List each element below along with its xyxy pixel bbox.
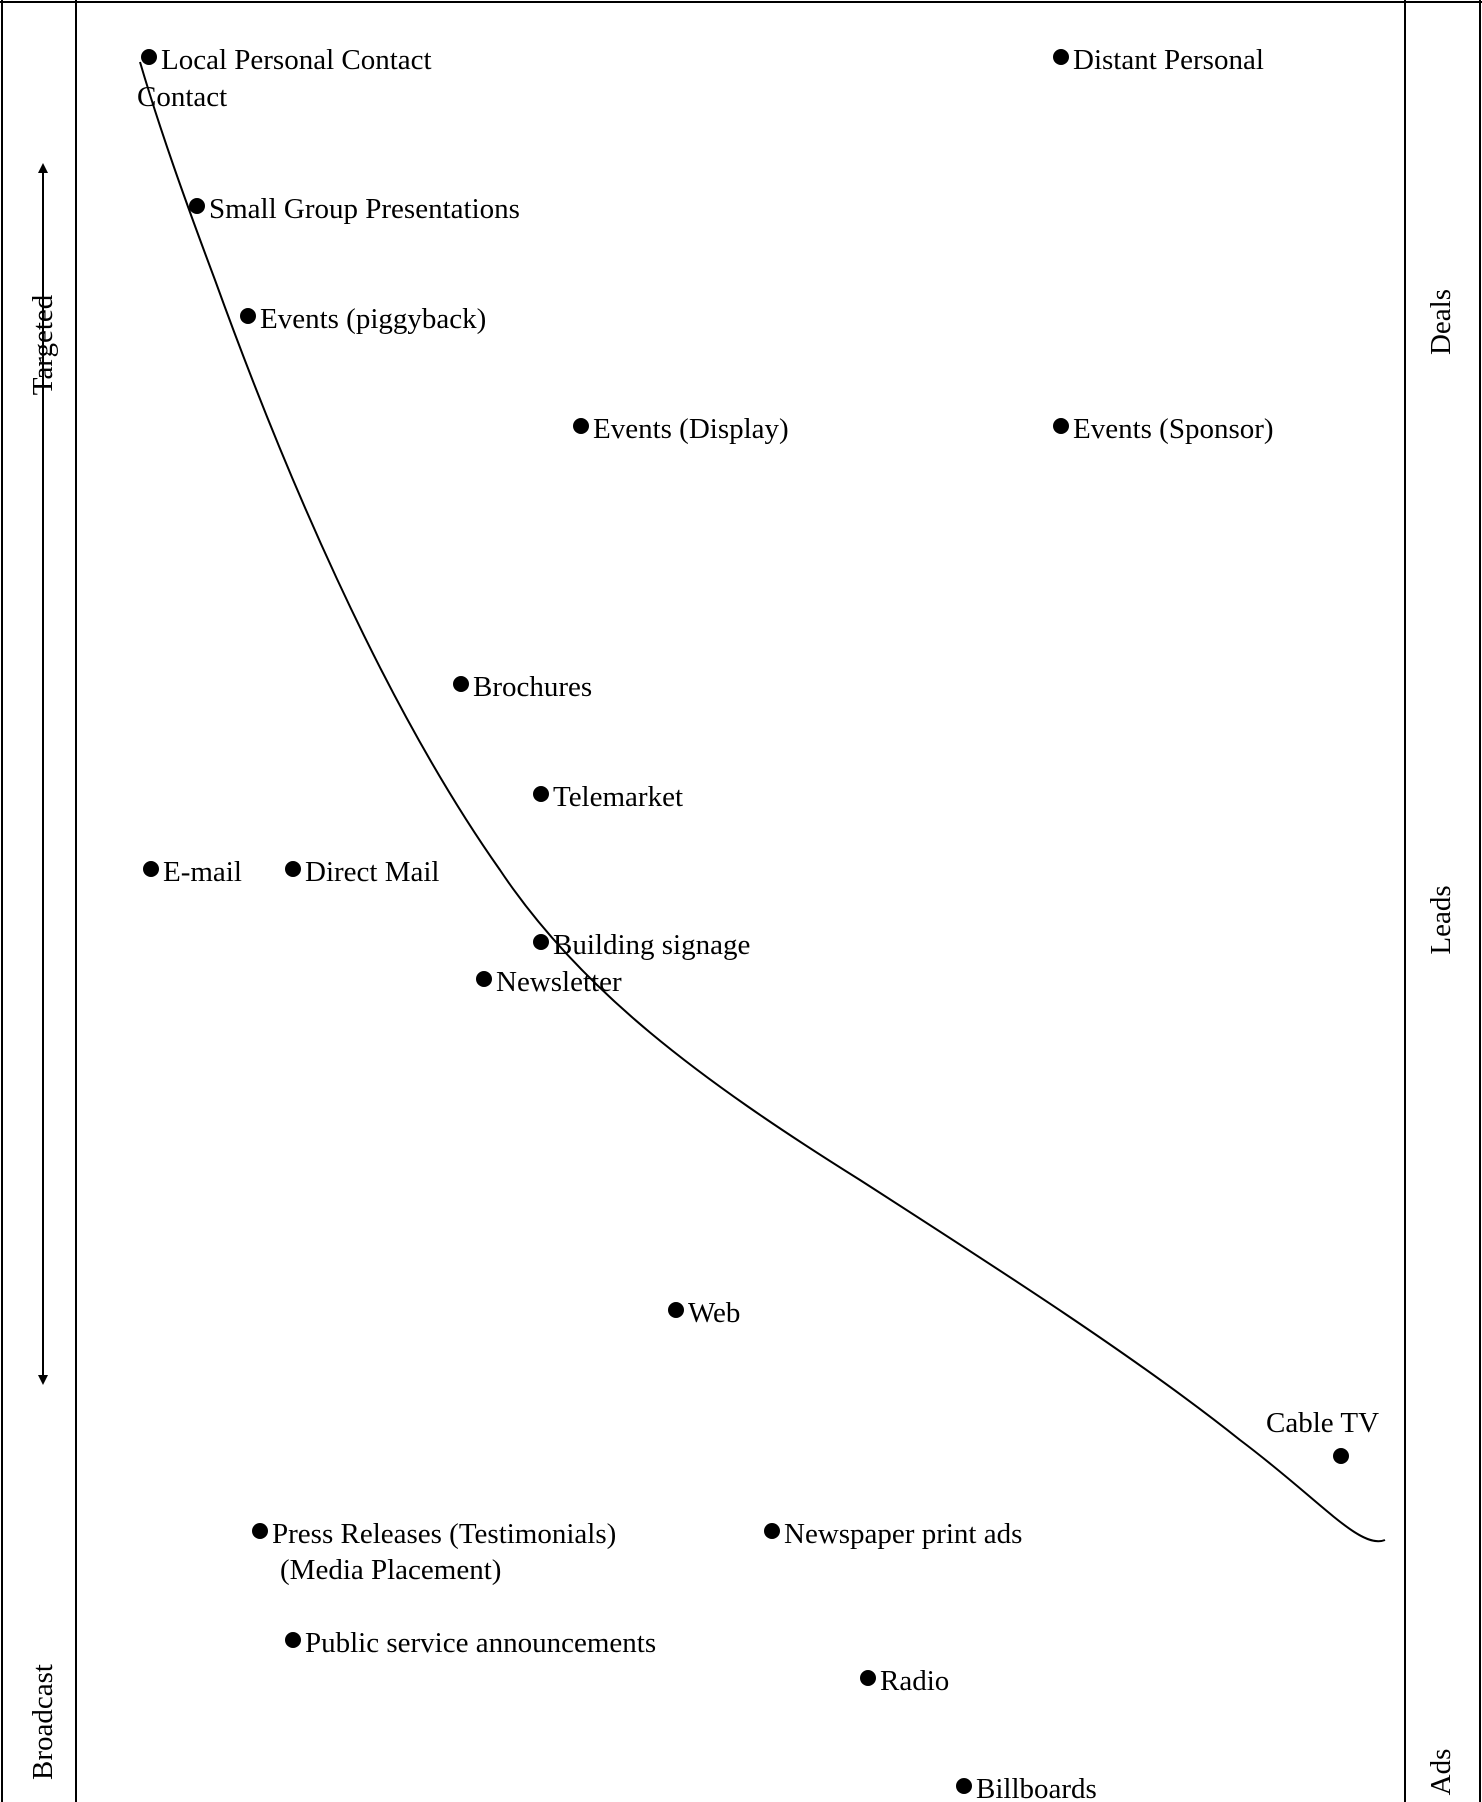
channel-label-cable-tv: Cable TV bbox=[1266, 1407, 1379, 1439]
channel-label-press-releases: Press Releases (Testimonials) bbox=[272, 1518, 616, 1550]
channel-dot-newsletter bbox=[476, 971, 492, 987]
channel-dot-press-releases bbox=[252, 1523, 268, 1539]
channel-item-events-piggyback: Events (piggyback) bbox=[240, 303, 486, 335]
channel-item-local-personal-contact: Local Personal Contact Contact bbox=[137, 44, 432, 113]
channel-label-newsletter: Newsletter bbox=[496, 966, 622, 998]
channel-item-direct-mail: Direct Mail bbox=[285, 856, 439, 888]
channel-dot-telemarket bbox=[533, 786, 549, 802]
channel-label-events-piggyback: Events (piggyback) bbox=[260, 303, 486, 335]
right-axis-label-leads: Leads bbox=[1425, 885, 1457, 954]
channel-item-web: Web bbox=[668, 1297, 740, 1329]
channel-item-billboards: Billboards bbox=[956, 1773, 1097, 1802]
channel-label-distant-personal: Distant Personal bbox=[1073, 44, 1264, 76]
channel-dot-events-display bbox=[573, 418, 589, 434]
channel-dot-public-service-announcements bbox=[285, 1632, 301, 1648]
channel-dot-cable-tv bbox=[1333, 1448, 1349, 1464]
channel-item-radio: Radio bbox=[860, 1665, 949, 1697]
channel-label-small-group-presentations: Small Group Presentations bbox=[209, 193, 520, 225]
channel-item-e-mail: E-mail bbox=[143, 856, 242, 888]
channel-label-brochures: Brochures bbox=[473, 671, 592, 703]
channel-label-local-personal-contact-line-2: Contact bbox=[137, 81, 227, 113]
channel-label-newspaper-print-ads: Newspaper print ads bbox=[784, 1518, 1022, 1550]
channel-label-radio: Radio bbox=[880, 1665, 949, 1697]
channel-label-public-service-announcements: Public service announcements bbox=[305, 1627, 656, 1659]
channel-label-building-signage: Building signage bbox=[553, 929, 750, 961]
channel-item-press-releases: Press Releases (Testimonials) (Media Plac… bbox=[252, 1518, 616, 1586]
channel-items: Local Personal Contact Contact Distant Per… bbox=[137, 44, 1379, 1802]
channel-dot-web bbox=[668, 1302, 684, 1318]
channel-dot-small-group-presentations bbox=[189, 198, 205, 214]
channel-item-newsletter: Newsletter bbox=[476, 966, 622, 998]
channel-dot-local-personal-contact bbox=[141, 49, 157, 65]
channel-dot-newspaper-print-ads bbox=[764, 1523, 780, 1539]
channel-item-distant-personal: Distant Personal bbox=[1053, 44, 1264, 76]
channel-label-events-sponsor: Events (Sponsor) bbox=[1073, 413, 1274, 445]
channel-item-events-display: Events (Display) bbox=[573, 413, 789, 445]
channel-dot-events-piggyback bbox=[240, 308, 256, 324]
channel-label-local-personal-contact: Local Personal Contact bbox=[161, 44, 432, 76]
trend-curve bbox=[139, 61, 1386, 1543]
channel-item-building-signage: Building signage bbox=[533, 929, 750, 961]
channel-label-web: Web bbox=[688, 1297, 740, 1329]
channel-dot-billboards bbox=[956, 1778, 972, 1794]
channel-item-small-group-presentations: Small Group Presentations bbox=[189, 193, 520, 225]
channel-dot-events-sponsor bbox=[1053, 418, 1069, 434]
channel-label-e-mail: E-mail bbox=[163, 856, 242, 888]
channel-item-newspaper-print-ads: Newspaper print ads bbox=[764, 1518, 1022, 1550]
channel-item-public-service-announcements: Public service announcements bbox=[285, 1627, 656, 1659]
right-axis-label-deals: Deals bbox=[1425, 289, 1457, 355]
channel-item-cable-tv: Cable TV bbox=[1266, 1407, 1379, 1464]
channel-dot-brochures bbox=[453, 676, 469, 692]
channel-dot-direct-mail bbox=[285, 861, 301, 877]
channel-label-direct-mail: Direct Mail bbox=[305, 856, 439, 888]
left-axis-top-label: Targeted bbox=[27, 294, 59, 395]
channel-dot-e-mail bbox=[143, 861, 159, 877]
channel-label-telemarket: Telemarket bbox=[553, 781, 683, 813]
channel-item-events-sponsor: Events (Sponsor) bbox=[1053, 413, 1274, 445]
channel-dot-building-signage bbox=[533, 934, 549, 950]
channel-item-telemarket: Telemarket bbox=[533, 781, 683, 813]
right-axis-label-ads: Ads bbox=[1425, 1749, 1457, 1796]
left-axis-bottom-label: Broadcast bbox=[27, 1664, 59, 1780]
channel-label-events-display: Events (Display) bbox=[593, 413, 789, 445]
channel-item-brochures: Brochures bbox=[453, 671, 592, 703]
channel-dot-distant-personal bbox=[1053, 49, 1069, 65]
channel-dot-radio bbox=[860, 1670, 876, 1686]
channel-label-billboards: Billboards bbox=[976, 1773, 1097, 1802]
channel-label-press-releases-line-2: (Media Placement) bbox=[280, 1554, 501, 1586]
